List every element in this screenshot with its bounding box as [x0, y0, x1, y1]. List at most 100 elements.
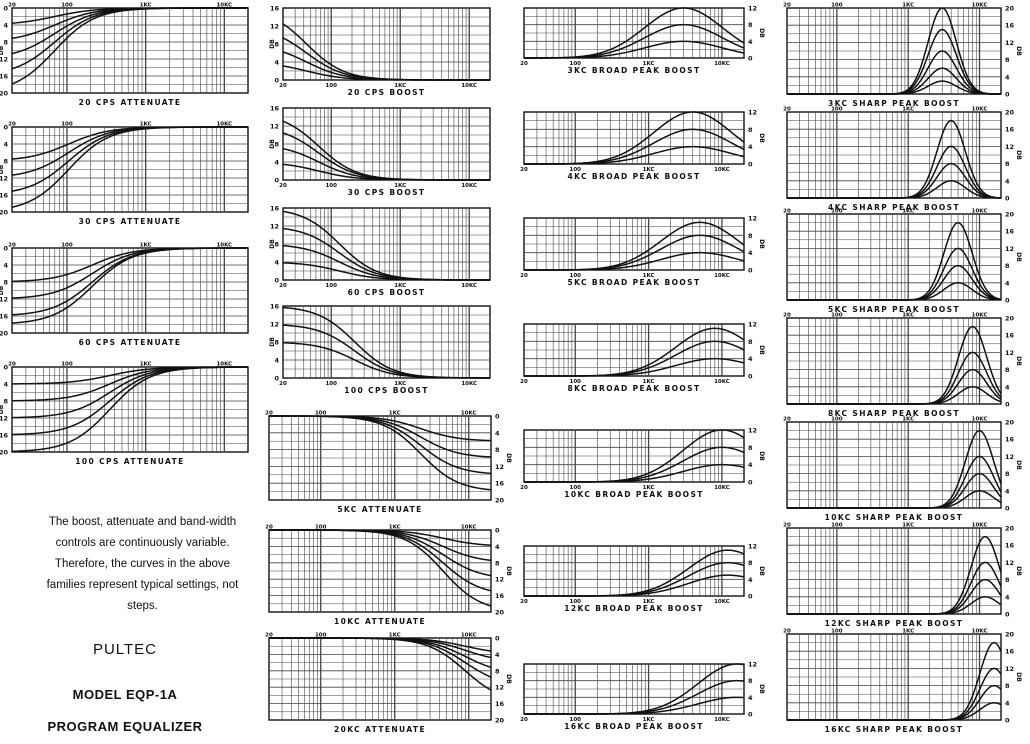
y-tick-label: 4 — [1005, 593, 1010, 601]
chart-panel: 20 100 1KC 10KC 0 4 8 12 16 20 DB 5KC ATTENUATE — [265, 411, 512, 515]
x-tick-label: 100 — [831, 209, 843, 215]
y-axis-label: DB — [758, 239, 765, 249]
x-tick-label: 1KC — [394, 183, 406, 189]
response-curve — [524, 327, 745, 377]
y-tick-label: 4 — [1005, 487, 1010, 495]
x-tick-label: 1KC — [902, 523, 914, 529]
x-tick-label: 10KC — [972, 3, 988, 9]
chart-panel: 20 100 1KC 10KC 0 4 8 12 16 20 DB 100 CPS ATTENUATE — [0, 362, 249, 466]
x-tick-label: 20 — [520, 379, 528, 385]
y-tick-label: 20 — [0, 209, 8, 217]
y-tick-label: 8 — [274, 241, 279, 249]
chart-title: 16KC SHARP PEAK BOOST — [825, 725, 964, 734]
y-axis-label: DB — [0, 404, 5, 414]
y-tick-label: 4 — [495, 651, 500, 659]
chart-title: 3KC SHARP PEAK BOOST — [828, 99, 960, 108]
y-tick-label: 4 — [3, 141, 8, 149]
y-tick-label: 8 — [495, 667, 500, 675]
x-tick-label: 100 — [570, 717, 582, 723]
y-axis-label: DB — [1015, 252, 1022, 262]
x-tick-label: 100 — [325, 381, 337, 387]
chart-title: 5KC SHARP PEAK BOOST — [828, 305, 960, 314]
x-tick-label: 100 — [831, 417, 843, 423]
y-axis-label: DB — [1015, 46, 1022, 56]
y-tick-label: 0 — [274, 375, 279, 383]
response-curve — [269, 637, 492, 691]
x-tick-label: 1KC — [902, 417, 914, 423]
response-curve — [11, 126, 248, 192]
y-tick-label: 4 — [274, 159, 279, 167]
x-tick-label: 1KC — [643, 273, 655, 279]
y-tick-label: 12 — [0, 175, 8, 183]
x-tick-label: 1KC — [643, 379, 655, 385]
y-tick-label: 12 — [748, 321, 757, 329]
chart-panel: 20 100 1KC 10KC 0 4 8 12 DB 3KC BROAD PEAK BOOST — [520, 5, 765, 76]
y-axis-label: DB — [758, 684, 765, 694]
chart-title: 20 CPS ATTENUATE — [79, 98, 182, 107]
y-axis-label: DB — [758, 345, 765, 355]
y-tick-label: 4 — [3, 262, 8, 270]
chart-title: 60 CPS ATTENUATE — [79, 338, 182, 347]
response-curve — [524, 251, 745, 271]
y-tick-label: 12 — [748, 661, 757, 669]
y-tick-label: 16 — [270, 303, 280, 311]
y-tick-label: 12 — [495, 684, 504, 692]
response-curve — [11, 7, 248, 85]
response-curve — [269, 415, 492, 442]
x-tick-label: 1KC — [902, 3, 914, 9]
x-tick-label: 20 — [8, 3, 16, 9]
response-curve — [11, 7, 248, 24]
y-tick-label: 12 — [1005, 665, 1014, 673]
y-tick-label: 20 — [1005, 419, 1015, 427]
x-tick-label: 10KC — [972, 209, 988, 215]
y-tick-label: 4 — [495, 429, 500, 437]
y-tick-label: 16 — [1005, 126, 1015, 134]
y-tick-label: 16 — [1005, 332, 1015, 340]
chart-title: 16KC BROAD PEAK BOOST — [564, 722, 704, 731]
x-tick-label: 10KC — [972, 417, 988, 423]
y-tick-label: 4 — [3, 22, 8, 30]
y-tick-label: 0 — [1005, 401, 1010, 409]
x-tick-label: 10KC — [714, 273, 730, 279]
y-tick-label: 0 — [1005, 195, 1010, 203]
chart-panel: 20 100 1KC 10KC 0 4 8 12 16 20 DB 20 CPS ATTENUATE — [0, 3, 249, 107]
y-tick-label: 20 — [495, 609, 505, 617]
y-tick-label: 20 — [0, 90, 8, 98]
chart-panel: 20 100 1KC 10KC 0 4 8 12 16 DB 60 CPS BOOST — [269, 205, 491, 297]
y-axis-label: DB — [269, 239, 276, 249]
x-tick-label: 100 — [831, 3, 843, 9]
x-tick-label: 1KC — [140, 122, 152, 128]
y-tick-label: 12 — [495, 576, 504, 584]
y-tick-label: 16 — [0, 313, 8, 321]
response-curve — [787, 325, 1002, 405]
x-tick-label: 20 — [279, 83, 287, 89]
y-tick-label: 12 — [1005, 349, 1014, 357]
x-tick-label: 100 — [570, 61, 582, 67]
response-curve — [524, 357, 745, 377]
y-axis-label: DB — [1015, 356, 1022, 366]
response-curve — [787, 702, 1002, 721]
x-tick-label: 1KC — [394, 83, 406, 89]
chart-panel: 20 100 1KC 10KC 0 4 8 12 DB 16KC BROAD PEAK BOOST — [520, 661, 765, 732]
y-axis-label: DB — [269, 139, 276, 149]
y-tick-label: 4 — [274, 357, 279, 365]
y-axis-label: DB — [758, 451, 765, 461]
x-tick-label: 100 — [570, 485, 582, 491]
response-curve — [269, 529, 492, 546]
y-tick-label: 4 — [1005, 177, 1010, 185]
y-tick-label: 4 — [274, 59, 279, 67]
y-tick-label: 0 — [748, 161, 753, 169]
x-tick-label: 10KC — [714, 717, 730, 723]
chart-panel: 20 100 1KC 10KC 0 4 8 12 DB 12KC BROAD PEAK BOOST — [520, 543, 765, 614]
y-axis-label: DB — [758, 566, 765, 576]
x-tick-label: 10KC — [714, 61, 730, 67]
y-tick-label: 0 — [3, 245, 8, 253]
x-tick-label: 20 — [520, 61, 528, 67]
y-tick-label: 16 — [1005, 648, 1015, 656]
y-tick-label: 20 — [0, 330, 8, 338]
y-tick-label: 12 — [748, 109, 757, 117]
y-tick-label: 16 — [0, 73, 8, 81]
x-tick-label: 10KC — [972, 107, 988, 113]
chart-title: 12KC BROAD PEAK BOOST — [564, 604, 704, 613]
